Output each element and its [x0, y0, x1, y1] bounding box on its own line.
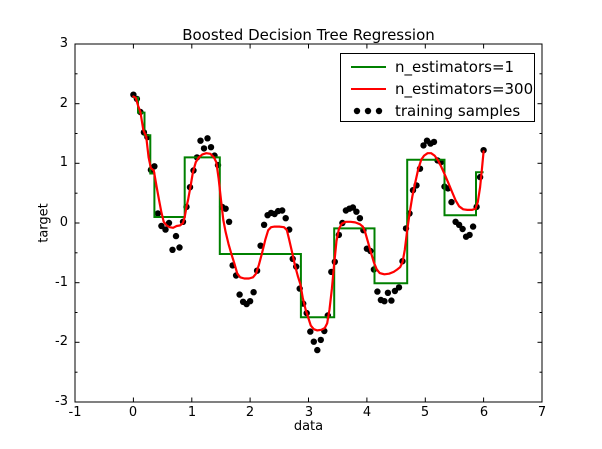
x-tick-label: 2: [245, 405, 255, 420]
scatter-point: [384, 289, 392, 296]
x-tick-label: -1: [68, 405, 82, 420]
scatter-point: [204, 135, 211, 142]
scatter-point: [200, 145, 208, 152]
scatter-point: [222, 205, 229, 212]
scatter-point: [466, 231, 473, 239]
x-axis-label: data: [293, 419, 324, 434]
x-tick-label: 3: [304, 405, 314, 420]
y-tick-label: -1: [55, 275, 68, 290]
legend: n_estimators=1 n_estimators=300 training…: [340, 53, 535, 122]
legend-entry-boosted: n_estimators=300: [341, 78, 534, 100]
legend-entry-samples: training samples: [341, 100, 534, 121]
boosted-prediction-line: [132, 95, 485, 332]
y-tick-label: 3: [59, 36, 68, 51]
y-tick-label: 2: [59, 96, 68, 111]
scatter-point: [151, 163, 158, 170]
scatter-point: [197, 137, 204, 144]
scatter-point: [172, 232, 180, 240]
scatter-point: [314, 346, 321, 354]
y-tick-label: 1: [59, 155, 68, 170]
y-tick-label: -2: [55, 334, 68, 349]
legend-label-samples: training samples: [395, 102, 521, 120]
dot-icon: [353, 107, 361, 115]
dot-icon: [364, 107, 372, 115]
scatter-point: [353, 208, 360, 215]
scatter-point: [420, 142, 427, 149]
scatter-point: [176, 244, 183, 251]
scatter-point: [162, 226, 169, 233]
x-tick-label: 6: [479, 405, 489, 420]
scatter-sample-icon: [353, 107, 383, 115]
legend-entry-tree: n_estimators=1: [341, 56, 534, 78]
axes-frame: [74, 43, 543, 403]
scatter-point: [349, 204, 357, 211]
y-tick-label: 0: [59, 215, 68, 230]
scatter-point: [381, 298, 388, 305]
y-tick-label: -3: [55, 394, 68, 409]
scatter-point: [374, 288, 381, 295]
scatter-point: [207, 144, 215, 151]
scatter-point: [257, 242, 264, 249]
red-line-sample-icon: [351, 88, 386, 90]
scatter-point: [459, 225, 466, 233]
scatter-point: [430, 138, 438, 146]
x-tick-label: 7: [537, 405, 547, 420]
scatter-point: [317, 336, 324, 344]
green-line-sample-icon: [351, 66, 386, 68]
scatter-point: [282, 215, 289, 222]
scatter-point: [395, 284, 403, 291]
scatter-point: [307, 328, 314, 335]
scatter-point: [469, 223, 477, 230]
scatter-point: [236, 291, 243, 298]
scatter-point: [480, 147, 487, 154]
scatter-point: [169, 246, 176, 253]
scatter-point: [154, 210, 162, 217]
scatter-point: [391, 287, 399, 295]
scatter-point: [448, 198, 455, 206]
scatter-point: [279, 207, 286, 214]
scatter-point: [260, 221, 268, 228]
x-tick-label: 1: [187, 405, 197, 420]
scatter-point: [356, 215, 364, 222]
x-tick-label: 0: [128, 405, 138, 420]
legend-label-boosted: n_estimators=300: [395, 80, 534, 98]
scatter-point: [158, 222, 165, 230]
scatter-point: [388, 297, 395, 304]
scatter-point: [455, 221, 463, 228]
scatter-point: [250, 289, 257, 296]
x-tick-label: 5: [420, 405, 430, 420]
scatter-point: [246, 298, 254, 305]
legend-label-tree: n_estimators=1: [395, 58, 515, 76]
dot-icon: [375, 107, 383, 115]
chart-title: Boosted Decision Tree Regression: [182, 26, 435, 44]
x-tick-label: 4: [362, 405, 372, 420]
scatter-point: [310, 338, 317, 345]
scatter-point: [225, 218, 233, 225]
